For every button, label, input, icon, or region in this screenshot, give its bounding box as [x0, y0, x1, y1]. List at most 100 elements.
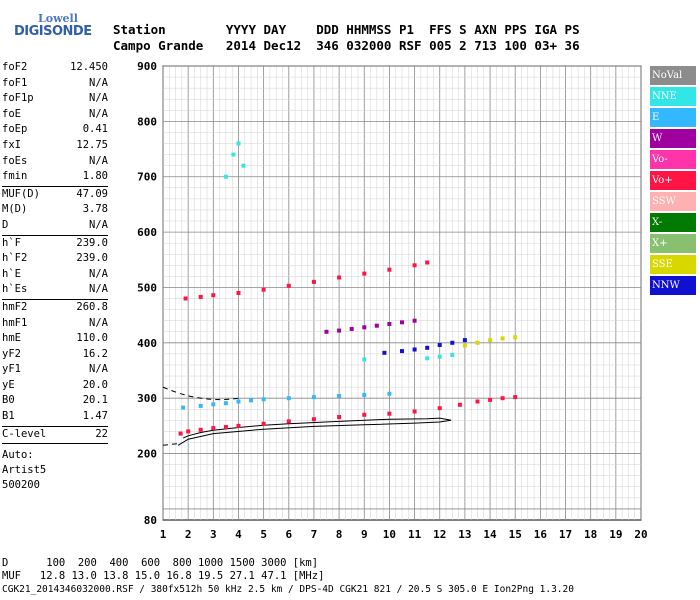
param-row: M(D) 3.78 — [2, 202, 108, 218]
param-value: N/A — [89, 76, 108, 89]
x-tick-label: 5 — [260, 528, 267, 541]
auto-scaling-info: Auto: Artist5 500200 — [2, 448, 108, 493]
station-header: Station YYYY DAY DDD HHMMSS P1 FFS S AXN… — [113, 22, 580, 54]
param-name: B0 — [2, 394, 15, 407]
echo-point — [186, 429, 191, 434]
param-value: 12.75 — [76, 138, 108, 151]
legend-entry: E — [650, 108, 696, 127]
x-tick-label: 1 — [160, 528, 167, 541]
x-tick-label: 15 — [509, 528, 522, 541]
auto-line: Auto: — [2, 449, 34, 462]
echo-point — [337, 394, 342, 398]
profile-extrapolation-bottom — [162, 443, 179, 446]
profile-extrapolation — [162, 386, 239, 401]
param-value: 239.0 — [76, 252, 108, 265]
echo-point — [324, 329, 329, 334]
param-row: foE N/A — [2, 107, 108, 123]
echo-point — [337, 328, 342, 333]
echo-point — [286, 419, 291, 424]
param-separator — [2, 234, 108, 236]
echo-point — [457, 402, 462, 407]
echo-point — [437, 354, 442, 359]
echo-point — [181, 405, 186, 410]
param-row: B1 1.47 — [2, 409, 108, 425]
param-value: 260.8 — [76, 300, 108, 313]
echo-point — [362, 412, 367, 417]
x-tick-label: 20 — [634, 528, 647, 541]
echo-point — [450, 340, 455, 345]
param-value: N/A — [89, 316, 108, 329]
param-name: D — [2, 218, 9, 231]
param-row: foEs N/A — [2, 154, 108, 170]
param-row: h`E N/A — [2, 267, 108, 283]
parameter-panel: foF2 12.450 foF1 N/A foF1p N/A foE N/A foEp 0.41 f… — [2, 60, 108, 493]
param-name: yE — [2, 378, 15, 391]
param-name: h`E — [2, 267, 21, 280]
echo-point — [198, 427, 203, 432]
param-value: N/A — [89, 363, 108, 376]
param-name: fmin — [2, 170, 28, 183]
param-row: fmin 1.80 — [2, 169, 108, 185]
param-row: B0 20.1 — [2, 393, 108, 409]
param-value: N/A — [89, 218, 108, 231]
echo-point — [400, 320, 404, 325]
param-row: h`Es N/A — [2, 282, 108, 298]
echo-point — [500, 336, 505, 341]
echo-point — [198, 294, 203, 299]
param-name: foF1p — [2, 92, 34, 105]
param-name: hmF1 — [2, 316, 28, 329]
echo-point — [412, 347, 417, 352]
x-tick-label: 10 — [383, 528, 396, 541]
x-tick-label: 7 — [311, 528, 318, 541]
echo-point — [198, 403, 203, 408]
param-value: N/A — [89, 267, 108, 280]
echo-point — [462, 338, 467, 343]
x-tick-label: 9 — [361, 528, 368, 541]
param-value: N/A — [89, 283, 108, 296]
x-tick-label: 4 — [235, 528, 242, 541]
legend-entry: SSE — [650, 255, 696, 274]
legend-entry: W — [650, 129, 696, 148]
param-separator — [2, 443, 108, 445]
param-name: foE — [2, 107, 21, 120]
param-value: N/A — [89, 107, 108, 120]
echo-point — [362, 392, 367, 397]
echo-point — [513, 395, 518, 400]
echo-point — [475, 340, 480, 345]
param-value: 239.0 — [76, 236, 108, 249]
param-value: 22 — [95, 427, 108, 440]
echo-point — [261, 421, 266, 426]
param-row: yF2 16.2 — [2, 347, 108, 363]
param-value: 20.1 — [82, 394, 108, 407]
param-value: N/A — [89, 154, 108, 167]
param-row: hmE 110.0 — [2, 331, 108, 347]
x-tick-label: 3 — [210, 528, 217, 541]
footer-distance-row: D 100 200 400 600 800 1000 1500 3000 [km… — [2, 557, 319, 569]
param-separator — [2, 298, 108, 300]
y-tick-label: 800 — [137, 115, 157, 128]
echo-point — [178, 431, 183, 436]
param-separator — [2, 425, 108, 427]
param-name: h`F2 — [2, 252, 28, 265]
echo-point — [236, 291, 241, 295]
echo-point — [425, 356, 430, 361]
param-row: yE 20.0 — [2, 378, 108, 394]
echo-point — [261, 397, 266, 402]
param-name: hmF2 — [2, 300, 28, 313]
y-tick-label: 700 — [137, 171, 157, 184]
param-row: foF2 12.450 — [2, 60, 108, 76]
echo-point — [374, 323, 379, 328]
echo-point — [211, 402, 216, 407]
param-value: 1.47 — [82, 410, 108, 423]
echo-point — [183, 296, 188, 301]
echo-point — [425, 260, 430, 265]
echo-point — [337, 415, 342, 419]
param-row: h`F2 239.0 — [2, 251, 108, 267]
x-tick-label: 13 — [458, 528, 471, 541]
param-row: C-level 22 — [2, 427, 108, 443]
echo-point — [387, 267, 392, 272]
legend-entry: SSW — [650, 192, 696, 211]
header-values: Campo Grande 2014 Dec12 346 032000 RSF 0… — [113, 38, 580, 53]
param-name: foF2 — [2, 61, 28, 73]
